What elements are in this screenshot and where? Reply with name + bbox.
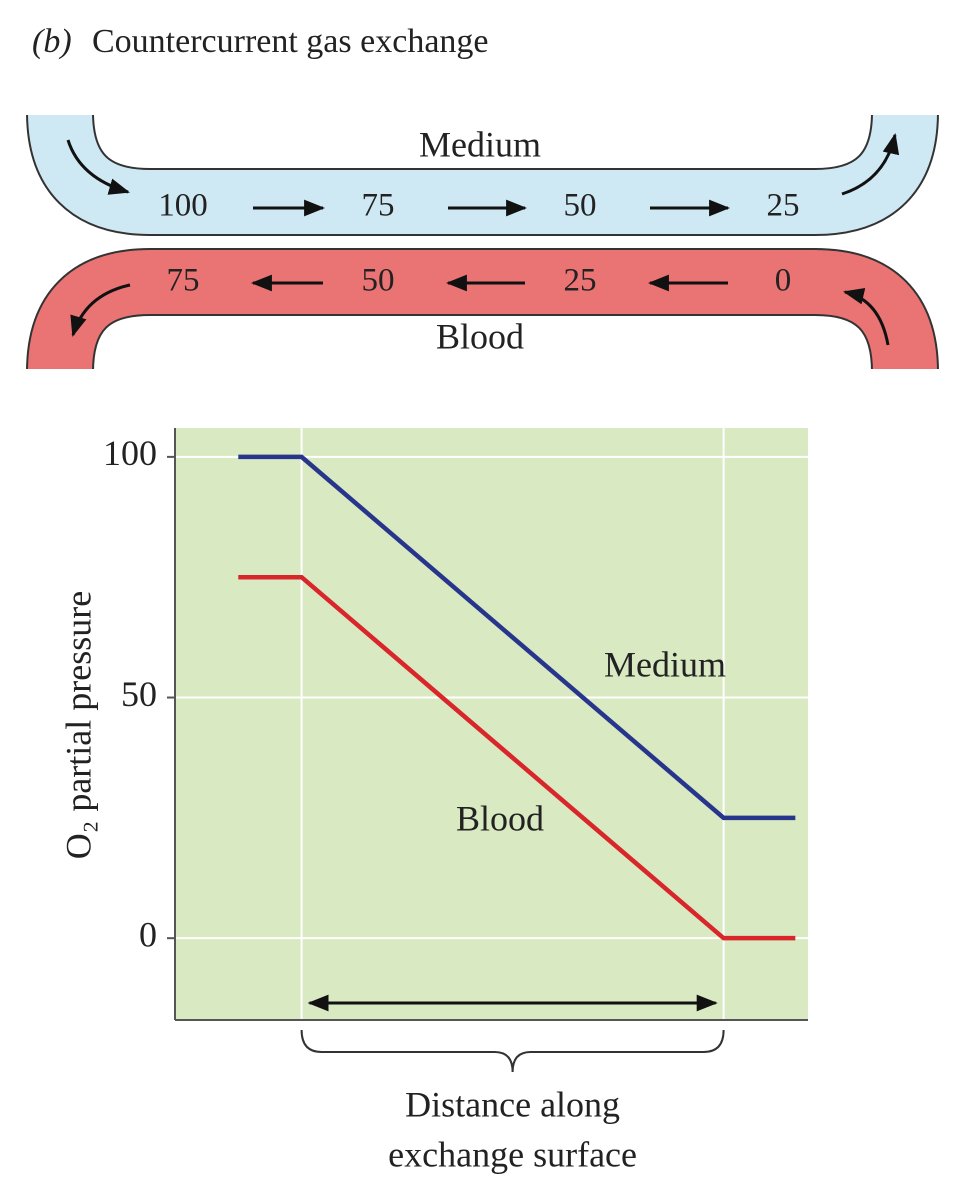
- y-axis-label: O₂ partial pressure: [58, 591, 98, 859]
- medium-value: 25: [767, 188, 800, 224]
- medium-value: 50: [564, 188, 597, 224]
- blood-label: Blood: [436, 316, 524, 356]
- mask: [0, 369, 967, 409]
- y-tick-label: 50: [121, 674, 157, 714]
- y-tick-label: 0: [139, 914, 157, 954]
- blood-value: 25: [564, 263, 597, 299]
- flow-arrow: [70, 283, 131, 338]
- y-tick-label: 100: [103, 433, 157, 473]
- medium-value: 75: [362, 188, 395, 224]
- blood-value: 75: [167, 263, 200, 299]
- flow-arrow: [842, 288, 890, 346]
- medium-label: Medium: [419, 124, 541, 164]
- flow-arrow: [841, 132, 900, 196]
- blood-value: 0: [775, 263, 792, 299]
- medium-tube: [28, 110, 937, 234]
- flow-arrow: [66, 139, 131, 195]
- series-line: [238, 454, 796, 821]
- series-label: Blood: [456, 798, 544, 838]
- brace: [300, 1029, 725, 1073]
- blood-value: 50: [362, 263, 395, 299]
- series-label: Medium: [604, 644, 726, 684]
- figure-label: (b): [32, 23, 72, 60]
- medium-value: 100: [158, 188, 208, 224]
- x-axis-label: exchange surface: [388, 1134, 637, 1174]
- series-line: [238, 574, 796, 941]
- figure-title: Countercurrent gas exchange: [92, 23, 489, 60]
- mask: [0, 60, 967, 115]
- x-axis-label: Distance along: [405, 1084, 620, 1124]
- chart: 0 50 100 Medium Blood Distance along exchange …: [58, 428, 808, 1174]
